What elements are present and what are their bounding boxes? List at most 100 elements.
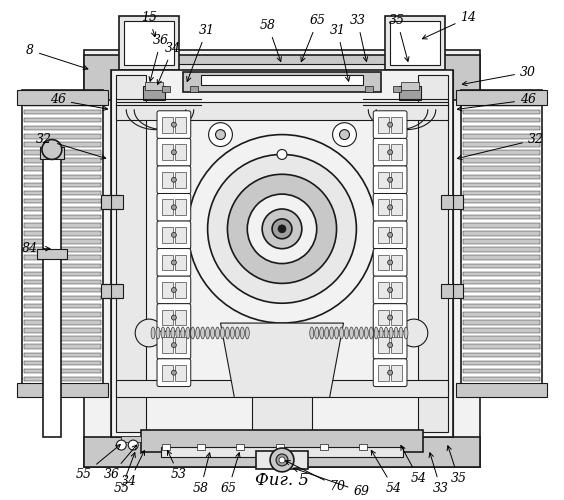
FancyBboxPatch shape [373,138,407,166]
Bar [24,182,102,187]
Text: 8: 8 [26,44,88,70]
Circle shape [171,150,177,154]
Bar [24,385,102,390]
Text: 33: 33 [429,452,449,495]
Circle shape [171,205,177,210]
Bar [201,75,363,85]
Ellipse shape [334,327,338,339]
Ellipse shape [389,327,393,339]
Bar [24,352,102,357]
Text: 84: 84 [22,242,50,255]
Bar [24,377,102,382]
Circle shape [270,448,294,472]
Bar [462,240,540,244]
FancyBboxPatch shape [157,248,191,276]
Text: 33: 33 [349,14,368,62]
Bar [462,272,540,276]
Bar [462,182,540,187]
Ellipse shape [310,327,314,339]
Bar [462,393,540,398]
Text: 46: 46 [50,94,108,110]
Bar [462,312,540,316]
Ellipse shape [240,327,244,339]
Bar [276,444,284,450]
Bar [462,110,540,114]
Bar [162,310,173,326]
Bar [462,118,540,122]
Bar [378,144,389,160]
Bar [131,64,433,92]
FancyBboxPatch shape [373,221,407,249]
Bar [24,304,102,308]
Bar [378,227,389,243]
Ellipse shape [399,327,403,339]
Bar [24,393,102,398]
Circle shape [171,260,177,265]
Bar [83,437,481,467]
Ellipse shape [364,327,368,339]
Bar [162,200,173,216]
Circle shape [171,178,177,182]
Bar [162,116,173,132]
Ellipse shape [151,327,155,339]
Bar [116,380,448,398]
Bar [37,248,67,258]
Bar [462,352,540,357]
Bar [391,144,402,160]
Text: 35: 35 [389,14,409,62]
Bar [175,227,186,243]
Bar [418,75,448,432]
Ellipse shape [379,327,383,339]
FancyBboxPatch shape [157,304,191,332]
Ellipse shape [215,327,219,339]
FancyBboxPatch shape [157,111,191,138]
Bar [175,310,186,326]
Bar [121,436,141,442]
Text: 14: 14 [422,11,477,39]
Circle shape [215,130,226,140]
Bar [24,150,102,154]
Bar [24,280,102,284]
Bar [391,337,402,353]
Bar [462,288,540,292]
Bar [24,264,102,268]
Text: 53: 53 [168,450,187,482]
Bar [462,199,540,203]
Bar [40,148,64,160]
Ellipse shape [404,327,408,339]
FancyBboxPatch shape [373,166,407,194]
Circle shape [116,440,126,450]
Ellipse shape [156,327,160,339]
Bar [399,86,421,100]
Ellipse shape [320,327,324,339]
Bar [24,296,102,300]
Text: 31: 31 [329,24,350,81]
Bar [462,377,540,382]
Bar [378,282,389,298]
Circle shape [387,370,393,375]
Bar [162,444,170,450]
Text: 34: 34 [157,42,181,84]
Bar [462,94,540,98]
Bar [43,150,61,437]
Ellipse shape [206,327,210,339]
Bar [401,82,419,90]
Circle shape [387,232,393,237]
Text: 65: 65 [221,452,240,495]
Bar [462,368,540,373]
Bar [462,231,540,235]
Ellipse shape [226,327,230,339]
Text: 58: 58 [193,453,211,495]
Bar [143,86,165,100]
Circle shape [171,370,177,375]
Bar [391,172,402,188]
FancyBboxPatch shape [373,359,407,386]
Bar [83,56,481,100]
Bar [391,364,402,380]
Bar [462,344,540,349]
Bar [24,166,102,171]
Ellipse shape [394,327,398,339]
Ellipse shape [176,327,180,339]
Bar [378,310,389,326]
Bar [24,368,102,373]
